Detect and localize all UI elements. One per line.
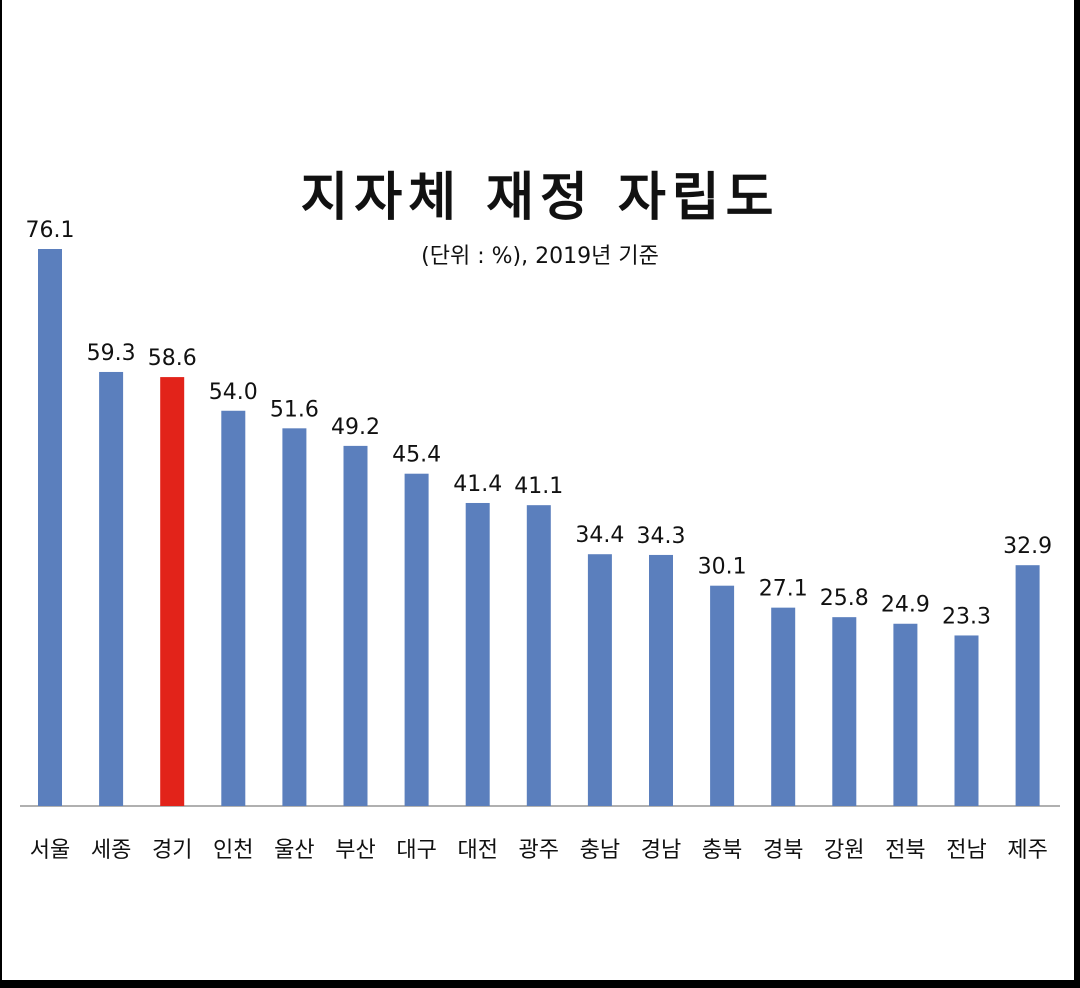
- bar-0: [38, 249, 62, 806]
- bar-9: [587, 554, 612, 806]
- bar-11: [710, 585, 735, 806]
- bar-16: [1015, 565, 1040, 806]
- bar-3: [221, 410, 246, 806]
- value-label-11: 30.1: [698, 555, 747, 580]
- value-label-5: 49.2: [331, 415, 380, 440]
- bar-6: [404, 473, 429, 806]
- value-label-1: 59.3: [87, 341, 136, 366]
- value-label-10: 34.3: [637, 524, 686, 549]
- category-label-12: 경북: [763, 838, 803, 863]
- bar-1: [99, 371, 124, 806]
- value-label-0: 76.1: [26, 218, 75, 243]
- bar-14: [893, 623, 918, 806]
- category-label-7: 대전: [457, 838, 497, 863]
- value-label-12: 27.1: [759, 577, 808, 602]
- category-label-1: 세종: [91, 838, 131, 863]
- bar-7: [465, 502, 490, 806]
- value-label-2: 58.6: [148, 346, 197, 371]
- value-label-13: 25.8: [820, 586, 869, 611]
- category-label-10: 경남: [641, 838, 681, 863]
- bar-5: [343, 445, 368, 806]
- bar-8: [526, 505, 551, 806]
- value-label-4: 51.6: [270, 397, 319, 422]
- category-label-13: 강원: [824, 838, 864, 863]
- bar-2: [160, 377, 185, 806]
- value-label-8: 41.1: [514, 474, 563, 499]
- value-label-14: 24.9: [881, 593, 930, 618]
- category-label-8: 광주: [519, 838, 559, 863]
- bar-13: [832, 617, 857, 806]
- value-label-9: 34.4: [575, 523, 624, 548]
- category-label-0: 서울: [30, 838, 70, 863]
- category-label-9: 충남: [580, 838, 620, 863]
- value-label-6: 45.4: [392, 443, 441, 468]
- value-label-7: 41.4: [453, 472, 502, 497]
- bar-12: [771, 607, 796, 806]
- category-label-15: 전남: [946, 838, 986, 863]
- bar-15: [954, 635, 979, 806]
- category-label-11: 충북: [702, 838, 742, 863]
- category-label-14: 전북: [885, 838, 925, 863]
- chart-subtitle: (단위 : %), 2019년 기준: [421, 244, 659, 269]
- value-label-3: 54.0: [209, 380, 258, 405]
- value-label-15: 23.3: [942, 604, 991, 629]
- category-label-3: 인천: [213, 838, 253, 863]
- category-label-6: 대구: [396, 838, 436, 863]
- category-label-2: 경기: [152, 838, 192, 863]
- category-label-5: 부산: [335, 838, 375, 863]
- category-label-16: 제주: [1007, 838, 1047, 863]
- bar-10: [649, 554, 673, 806]
- bar-4: [282, 428, 307, 806]
- value-label-16: 32.9: [1003, 534, 1052, 559]
- category-label-4: 울산: [274, 838, 314, 863]
- chart-title: 지자체 재정 자립도: [300, 168, 780, 228]
